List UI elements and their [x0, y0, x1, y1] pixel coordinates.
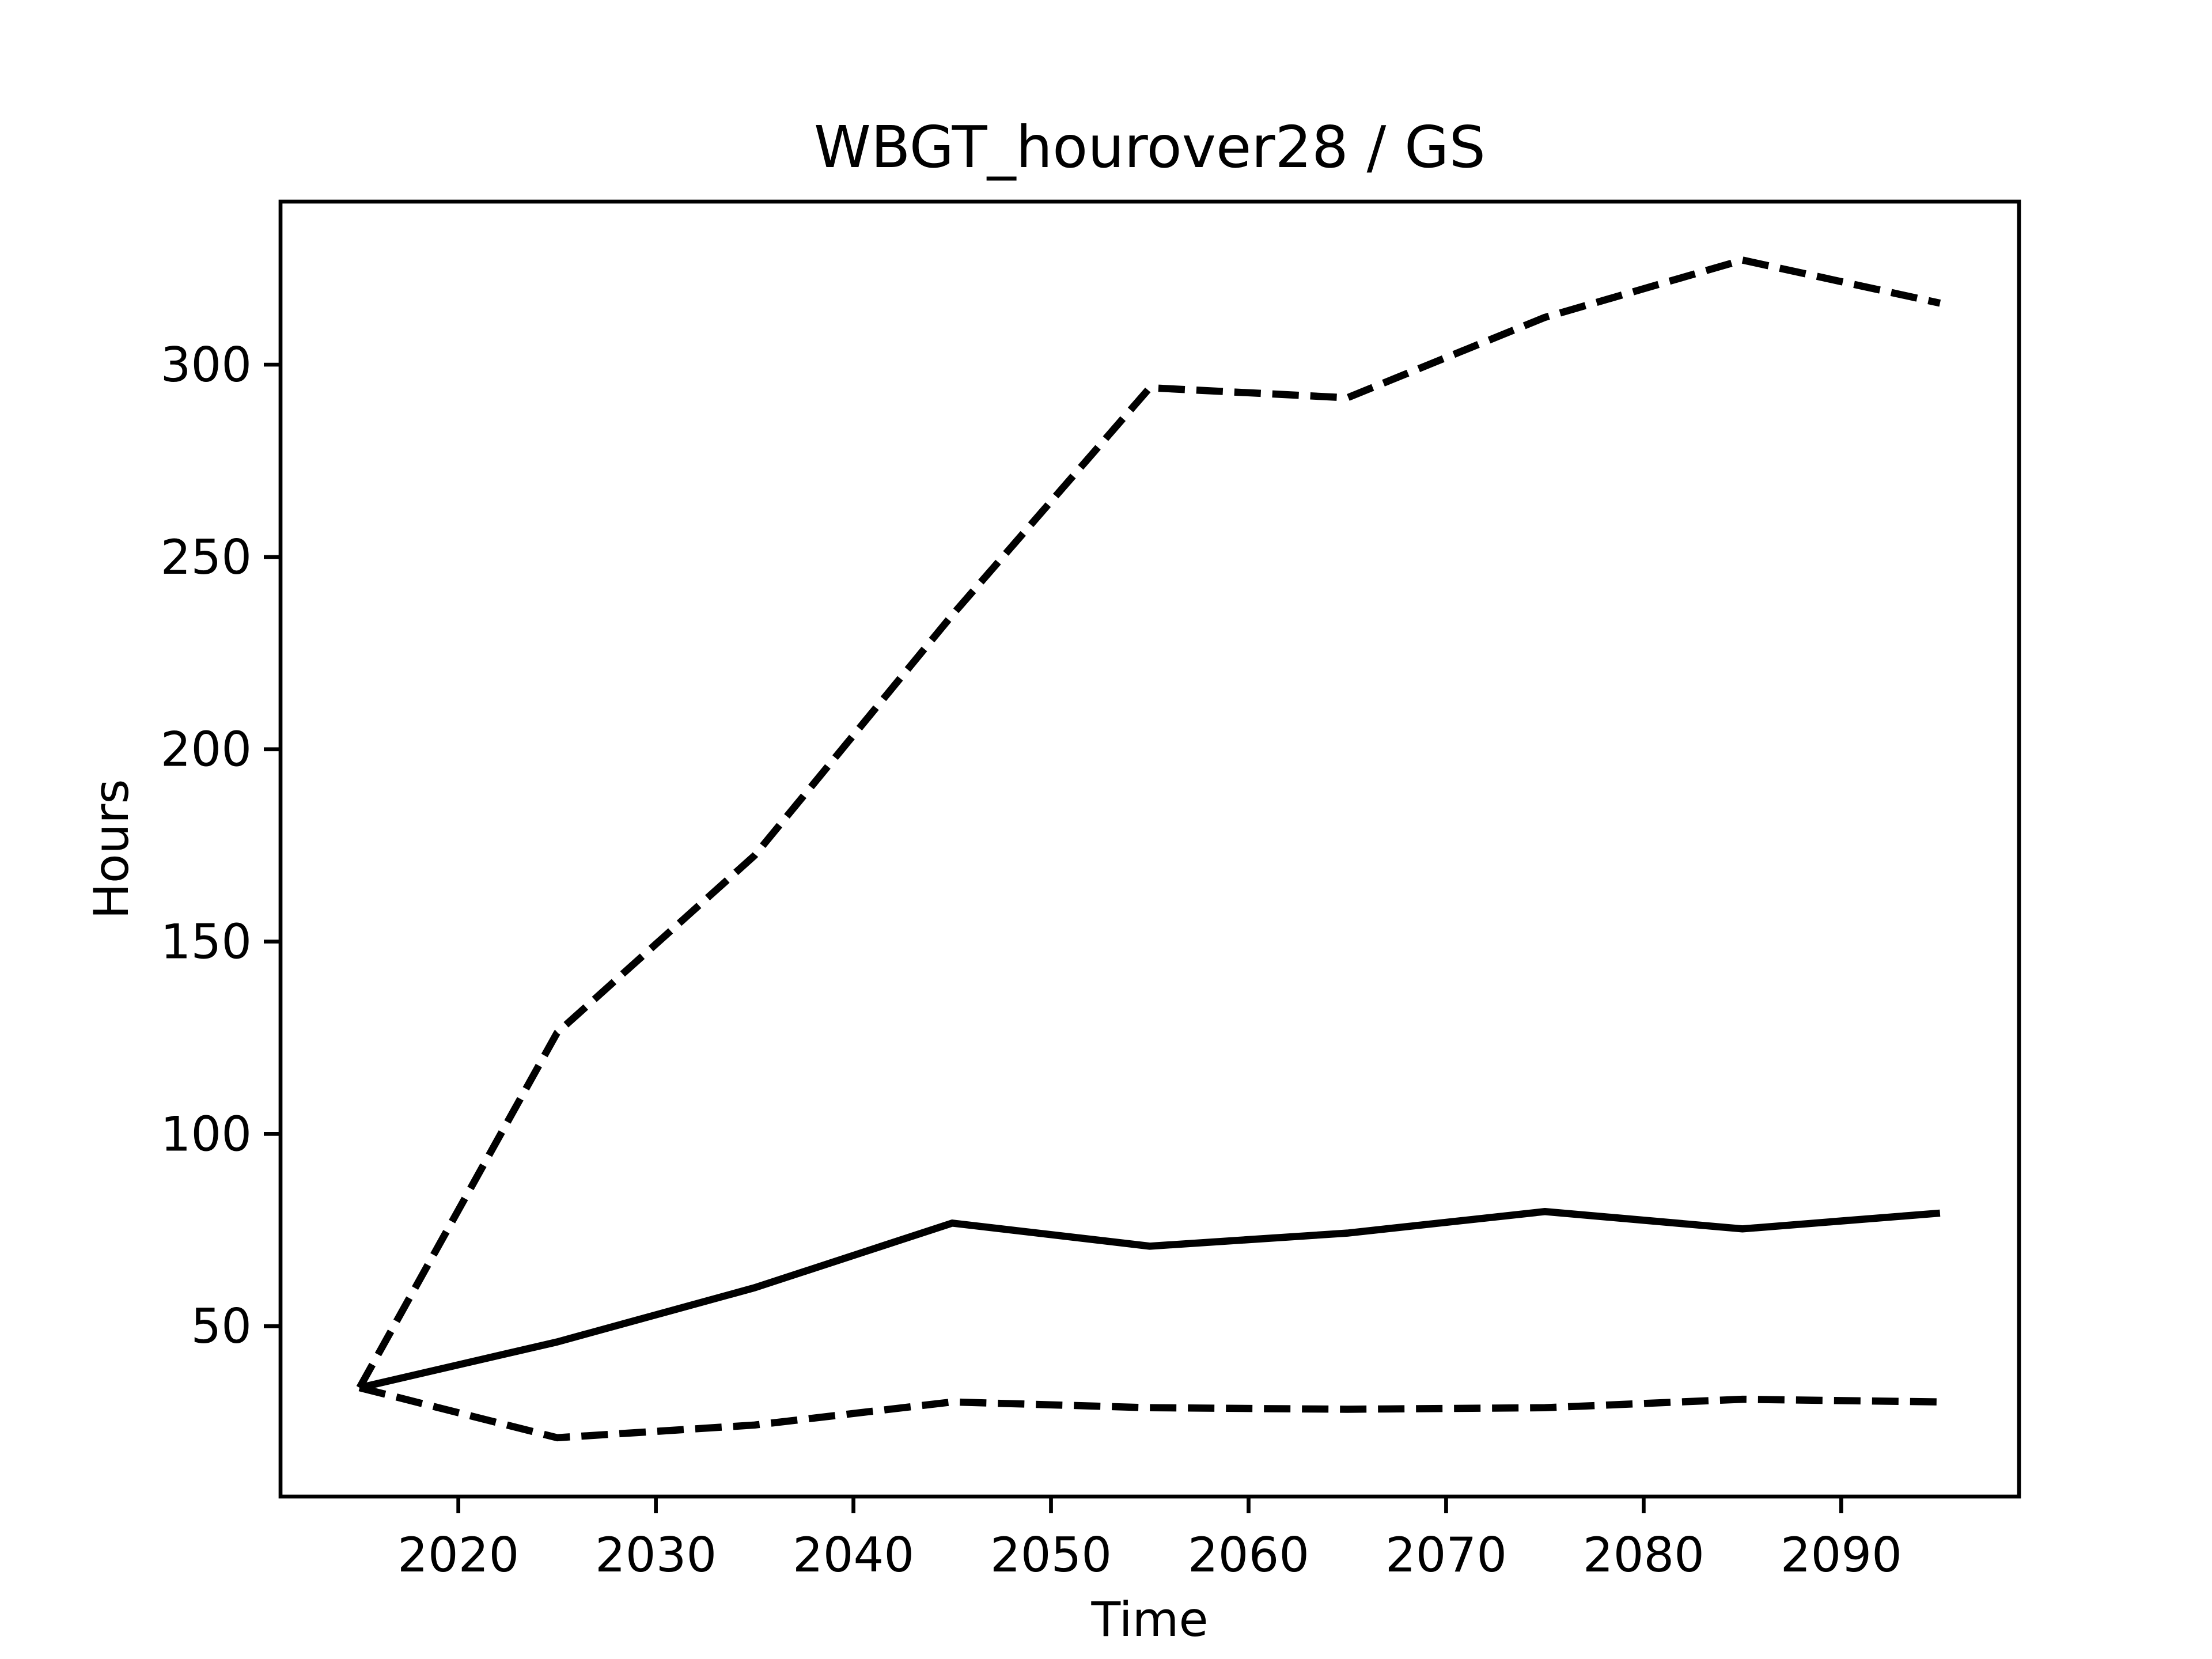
- x-tick-label: 2050: [990, 1527, 1112, 1583]
- series-line: [358, 1384, 1940, 1442]
- y-tick-label: 100: [161, 1106, 252, 1162]
- y-tick-label: 200: [161, 722, 252, 778]
- plot-frame: [278, 199, 2021, 1499]
- x-tick-label: 2070: [1385, 1527, 1507, 1583]
- series-line: [358, 1208, 1941, 1392]
- series-line: [356, 256, 1941, 1390]
- y-tick-label: 150: [161, 914, 252, 970]
- y-tick-label: 300: [161, 337, 252, 393]
- chart-title: WBGT_hourover28 / GS: [814, 113, 1486, 181]
- x-tick-label: 2020: [397, 1527, 519, 1583]
- x-axis-label: Time: [1090, 1592, 1208, 1647]
- y-axis-label: Hours: [84, 779, 139, 919]
- y-tick-label: 250: [161, 529, 252, 585]
- y-tick-label: 50: [191, 1298, 252, 1354]
- x-tick-label: 2080: [1583, 1527, 1705, 1583]
- x-tick-label: 2040: [793, 1527, 914, 1583]
- x-tick-label: 2060: [1188, 1527, 1309, 1583]
- x-tick-label: 2090: [1781, 1527, 1902, 1583]
- x-tick-label: 2030: [595, 1527, 717, 1583]
